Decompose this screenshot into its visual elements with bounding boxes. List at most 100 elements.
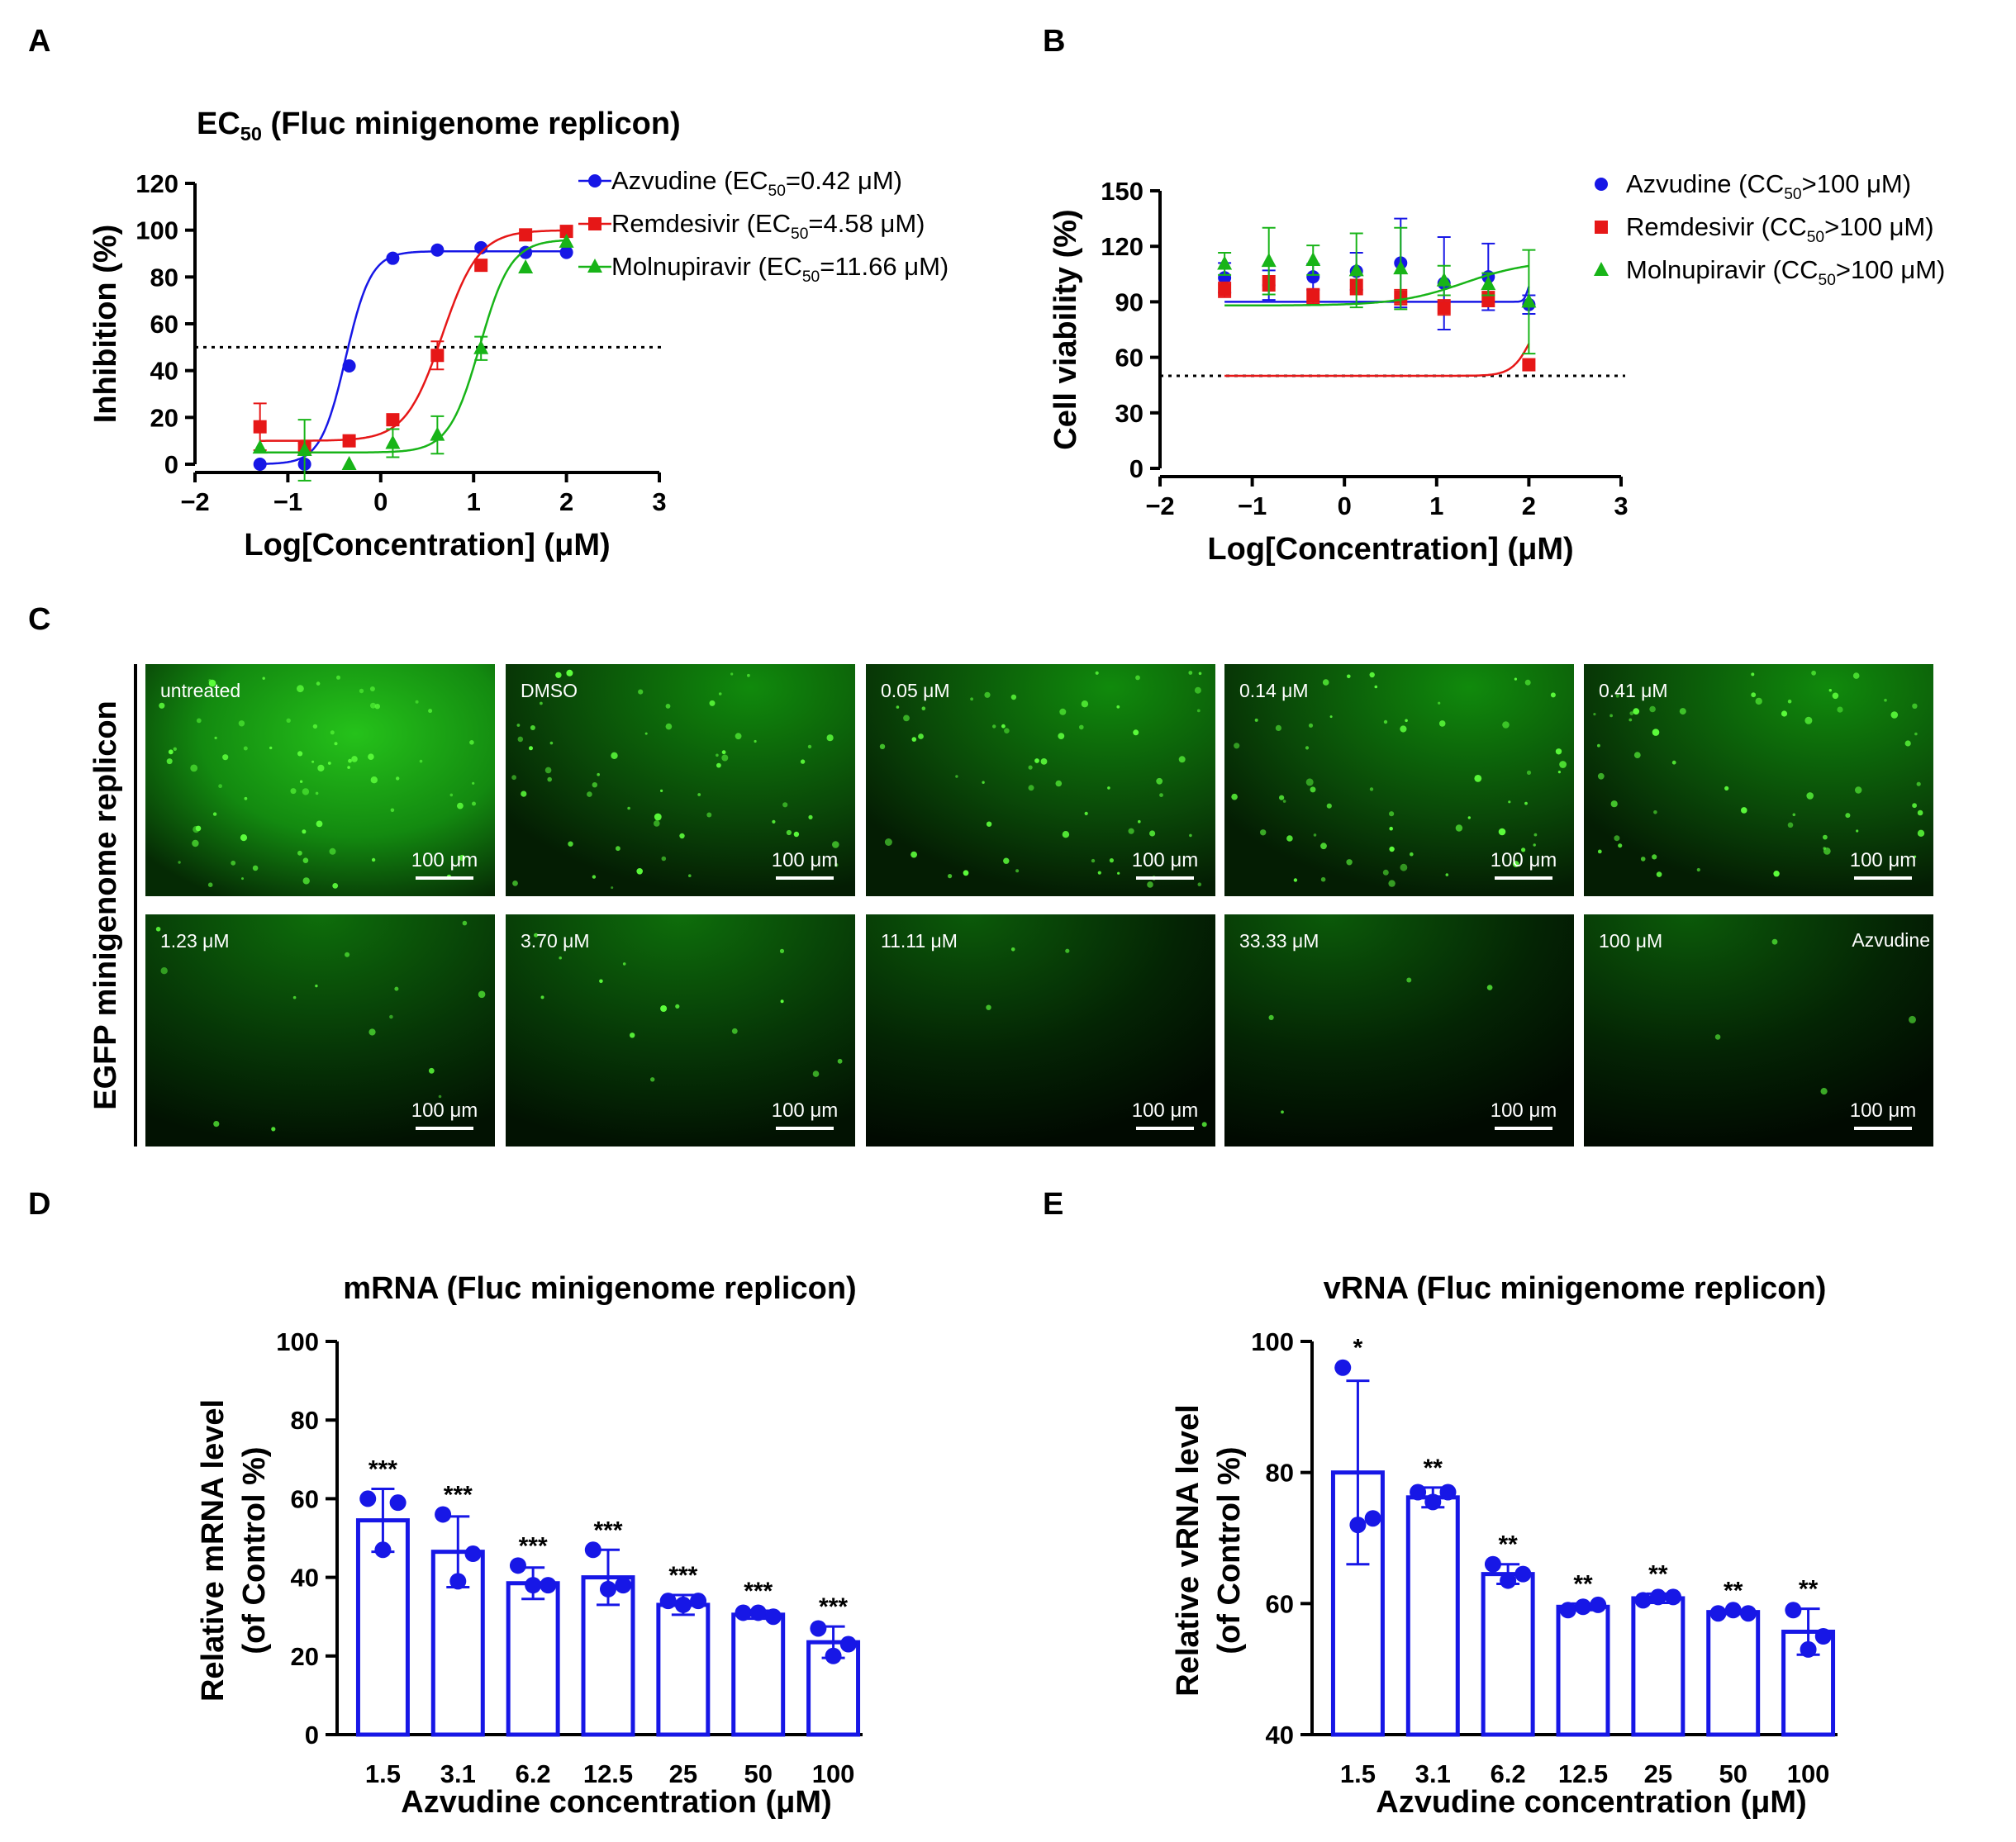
- bar: [1405, 1495, 1460, 1737]
- fluorescent-cell: [896, 705, 900, 709]
- fluorescent-cell: [921, 706, 926, 710]
- microscopy-image: [506, 664, 855, 896]
- point-remdesivir: [1437, 301, 1451, 315]
- fluorescent-cell: [1279, 795, 1285, 800]
- fluorescent-cell: [675, 1004, 680, 1009]
- fluorescent-cell: [807, 744, 812, 749]
- microscopy-image: [1224, 914, 1574, 1147]
- replicate-point: [615, 1577, 632, 1594]
- significance-label: **: [1573, 1570, 1593, 1598]
- fluorescent-cell: [1526, 770, 1532, 776]
- x-tick-label: 2: [559, 487, 573, 516]
- fluorescent-cell: [315, 791, 319, 795]
- fluorescent-cell: [800, 759, 806, 764]
- fluorescent-cell: [1305, 778, 1314, 786]
- fluorescent-cell: [1792, 813, 1796, 817]
- fluorescent-cell: [1189, 833, 1192, 838]
- microscopy-tile-label: 33.33 μM: [1239, 930, 1319, 952]
- fluorescent-cell: [297, 751, 303, 757]
- fluorescent-cell: [316, 820, 323, 828]
- fluorescent-cell: [1696, 867, 1700, 872]
- fluorescent-cell: [370, 702, 376, 709]
- microscopy-tile: DMSO 100 μm: [506, 664, 855, 896]
- fluorescent-cell: [1010, 694, 1017, 700]
- fluorescent-cell: [1917, 829, 1925, 837]
- replicate-point: [1665, 1588, 1682, 1606]
- fluorescent-cell: [438, 1094, 442, 1099]
- fluorescent-cell: [218, 784, 222, 789]
- fluorescent-cell: [1474, 775, 1482, 782]
- bar: [1631, 1596, 1686, 1737]
- replicate-point: [1739, 1605, 1757, 1622]
- fluorescent-cell: [1116, 705, 1120, 709]
- fluorescent-cell: [903, 714, 910, 722]
- x-tick-label: 1.5: [365, 1759, 401, 1788]
- fluorescent-cell: [1405, 719, 1408, 723]
- significance-label: **: [1424, 1455, 1443, 1482]
- fluorescent-cell: [611, 752, 618, 759]
- fluorescent-cell: [1001, 724, 1006, 729]
- fluorescent-cell: [786, 829, 792, 836]
- fit-curve-remdesivir: [259, 229, 567, 442]
- fluorescent-cell: [302, 857, 309, 863]
- fluorescent-cell: [1852, 672, 1860, 679]
- replicate-point: [1634, 1592, 1652, 1609]
- fluorescent-cell: [312, 724, 318, 729]
- y-tick-label: 120: [136, 169, 178, 198]
- fluorescent-cell: [1916, 781, 1921, 786]
- fluorescent-cell: [1128, 828, 1134, 834]
- fluorescent-cell: [884, 838, 892, 846]
- fluorescent-cell: [192, 839, 199, 847]
- fluorescent-cell: [297, 685, 304, 693]
- fit-curve-remdesivir: [1224, 343, 1530, 377]
- fluorescent-cell: [832, 841, 839, 848]
- fluorescent-cell: [1322, 679, 1329, 686]
- fluorescent-cell: [1679, 708, 1686, 715]
- fluorescent-cell: [1628, 718, 1633, 722]
- fluorescent-cell: [1329, 715, 1333, 719]
- fluorescent-cell: [1741, 807, 1747, 814]
- fluorescent-cell: [731, 1028, 738, 1034]
- replicate-point: [659, 1593, 677, 1610]
- significance-label: ***: [519, 1532, 548, 1560]
- fluorescent-cell: [1502, 721, 1510, 729]
- fluorescent-cell: [1346, 859, 1353, 866]
- replicate-point: [1439, 1484, 1457, 1501]
- point-remdesivir: [474, 259, 488, 273]
- legend-marker-azvudine: [588, 174, 601, 188]
- y-tick-label: 20: [291, 1642, 319, 1671]
- microscopy-tile: 33.33 μM 100 μm: [1224, 914, 1574, 1147]
- fluorescent-cell: [1286, 835, 1293, 842]
- fluorescent-cell: [1234, 743, 1240, 749]
- point-molnupiravir: [1436, 272, 1452, 287]
- fluorescent-cell: [1550, 692, 1556, 698]
- fluorescent-cell: [231, 860, 236, 866]
- fluorescent-cell: [780, 999, 784, 1004]
- fluorescent-cell: [1653, 810, 1657, 814]
- fluorescent-cell: [457, 802, 464, 809]
- y-tick-label: 60: [1115, 344, 1144, 373]
- fluorescent-cell: [252, 865, 259, 871]
- fluorescent-cell: [1055, 780, 1063, 787]
- microscopy-tile-label: 0.05 μM: [881, 680, 950, 701]
- fluorescent-cell: [302, 877, 310, 885]
- fluorescent-cell: [478, 990, 486, 999]
- fluorescent-cell: [1374, 685, 1378, 689]
- scale-bar-label: 100 μm: [1132, 849, 1199, 871]
- fluorescent-cell: [517, 736, 524, 743]
- x-tick-label: −1: [1238, 491, 1267, 520]
- fluorescent-cell: [636, 868, 643, 875]
- fluorescent-cell: [368, 1028, 376, 1036]
- y-tick-label: 0: [164, 450, 178, 479]
- point-molnupiravir: [518, 259, 534, 273]
- fluorescent-cell: [879, 743, 886, 749]
- fluorescent-cell: [327, 762, 331, 765]
- replicate-point: [449, 1573, 467, 1590]
- x-tick-label: 50: [1719, 1759, 1747, 1788]
- fluorescent-cell: [812, 1071, 820, 1077]
- replicate-point: [359, 1490, 377, 1507]
- replicate-point: [1800, 1640, 1817, 1658]
- chart-e-vrna: 40 60 80 100 vRNA (Fluc minigenome replicon)…: [1171, 1271, 1838, 1820]
- point-azvudine: [1306, 270, 1320, 284]
- point-azvudine: [559, 245, 573, 259]
